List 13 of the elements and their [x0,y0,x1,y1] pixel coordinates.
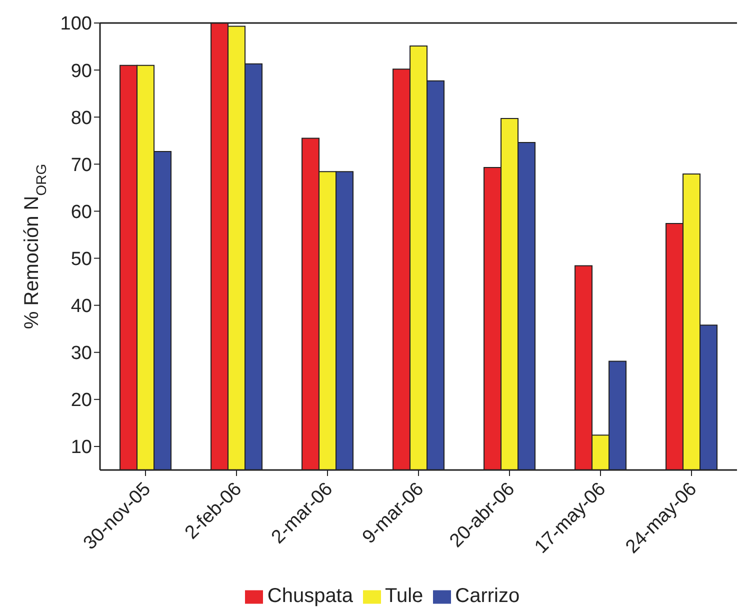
legend-label: Carrizo [455,585,520,607]
y-tick-label: 10 [70,437,92,458]
y-tick-label: 60 [70,202,92,223]
y-tick-label: 90 [70,60,92,82]
y-tick-label: 40 [70,296,92,318]
legend-label: Chuspata [267,585,353,607]
y-tick-label: 50 [70,249,92,270]
y-tick-label: 20 [70,390,92,412]
y-tick-label: 80 [70,108,92,129]
y-tick-label: 70 [70,154,92,176]
y-tick-label: 30 [70,343,92,364]
y-tick-label: 100 [60,14,92,35]
legend-label: Tule [385,585,424,607]
